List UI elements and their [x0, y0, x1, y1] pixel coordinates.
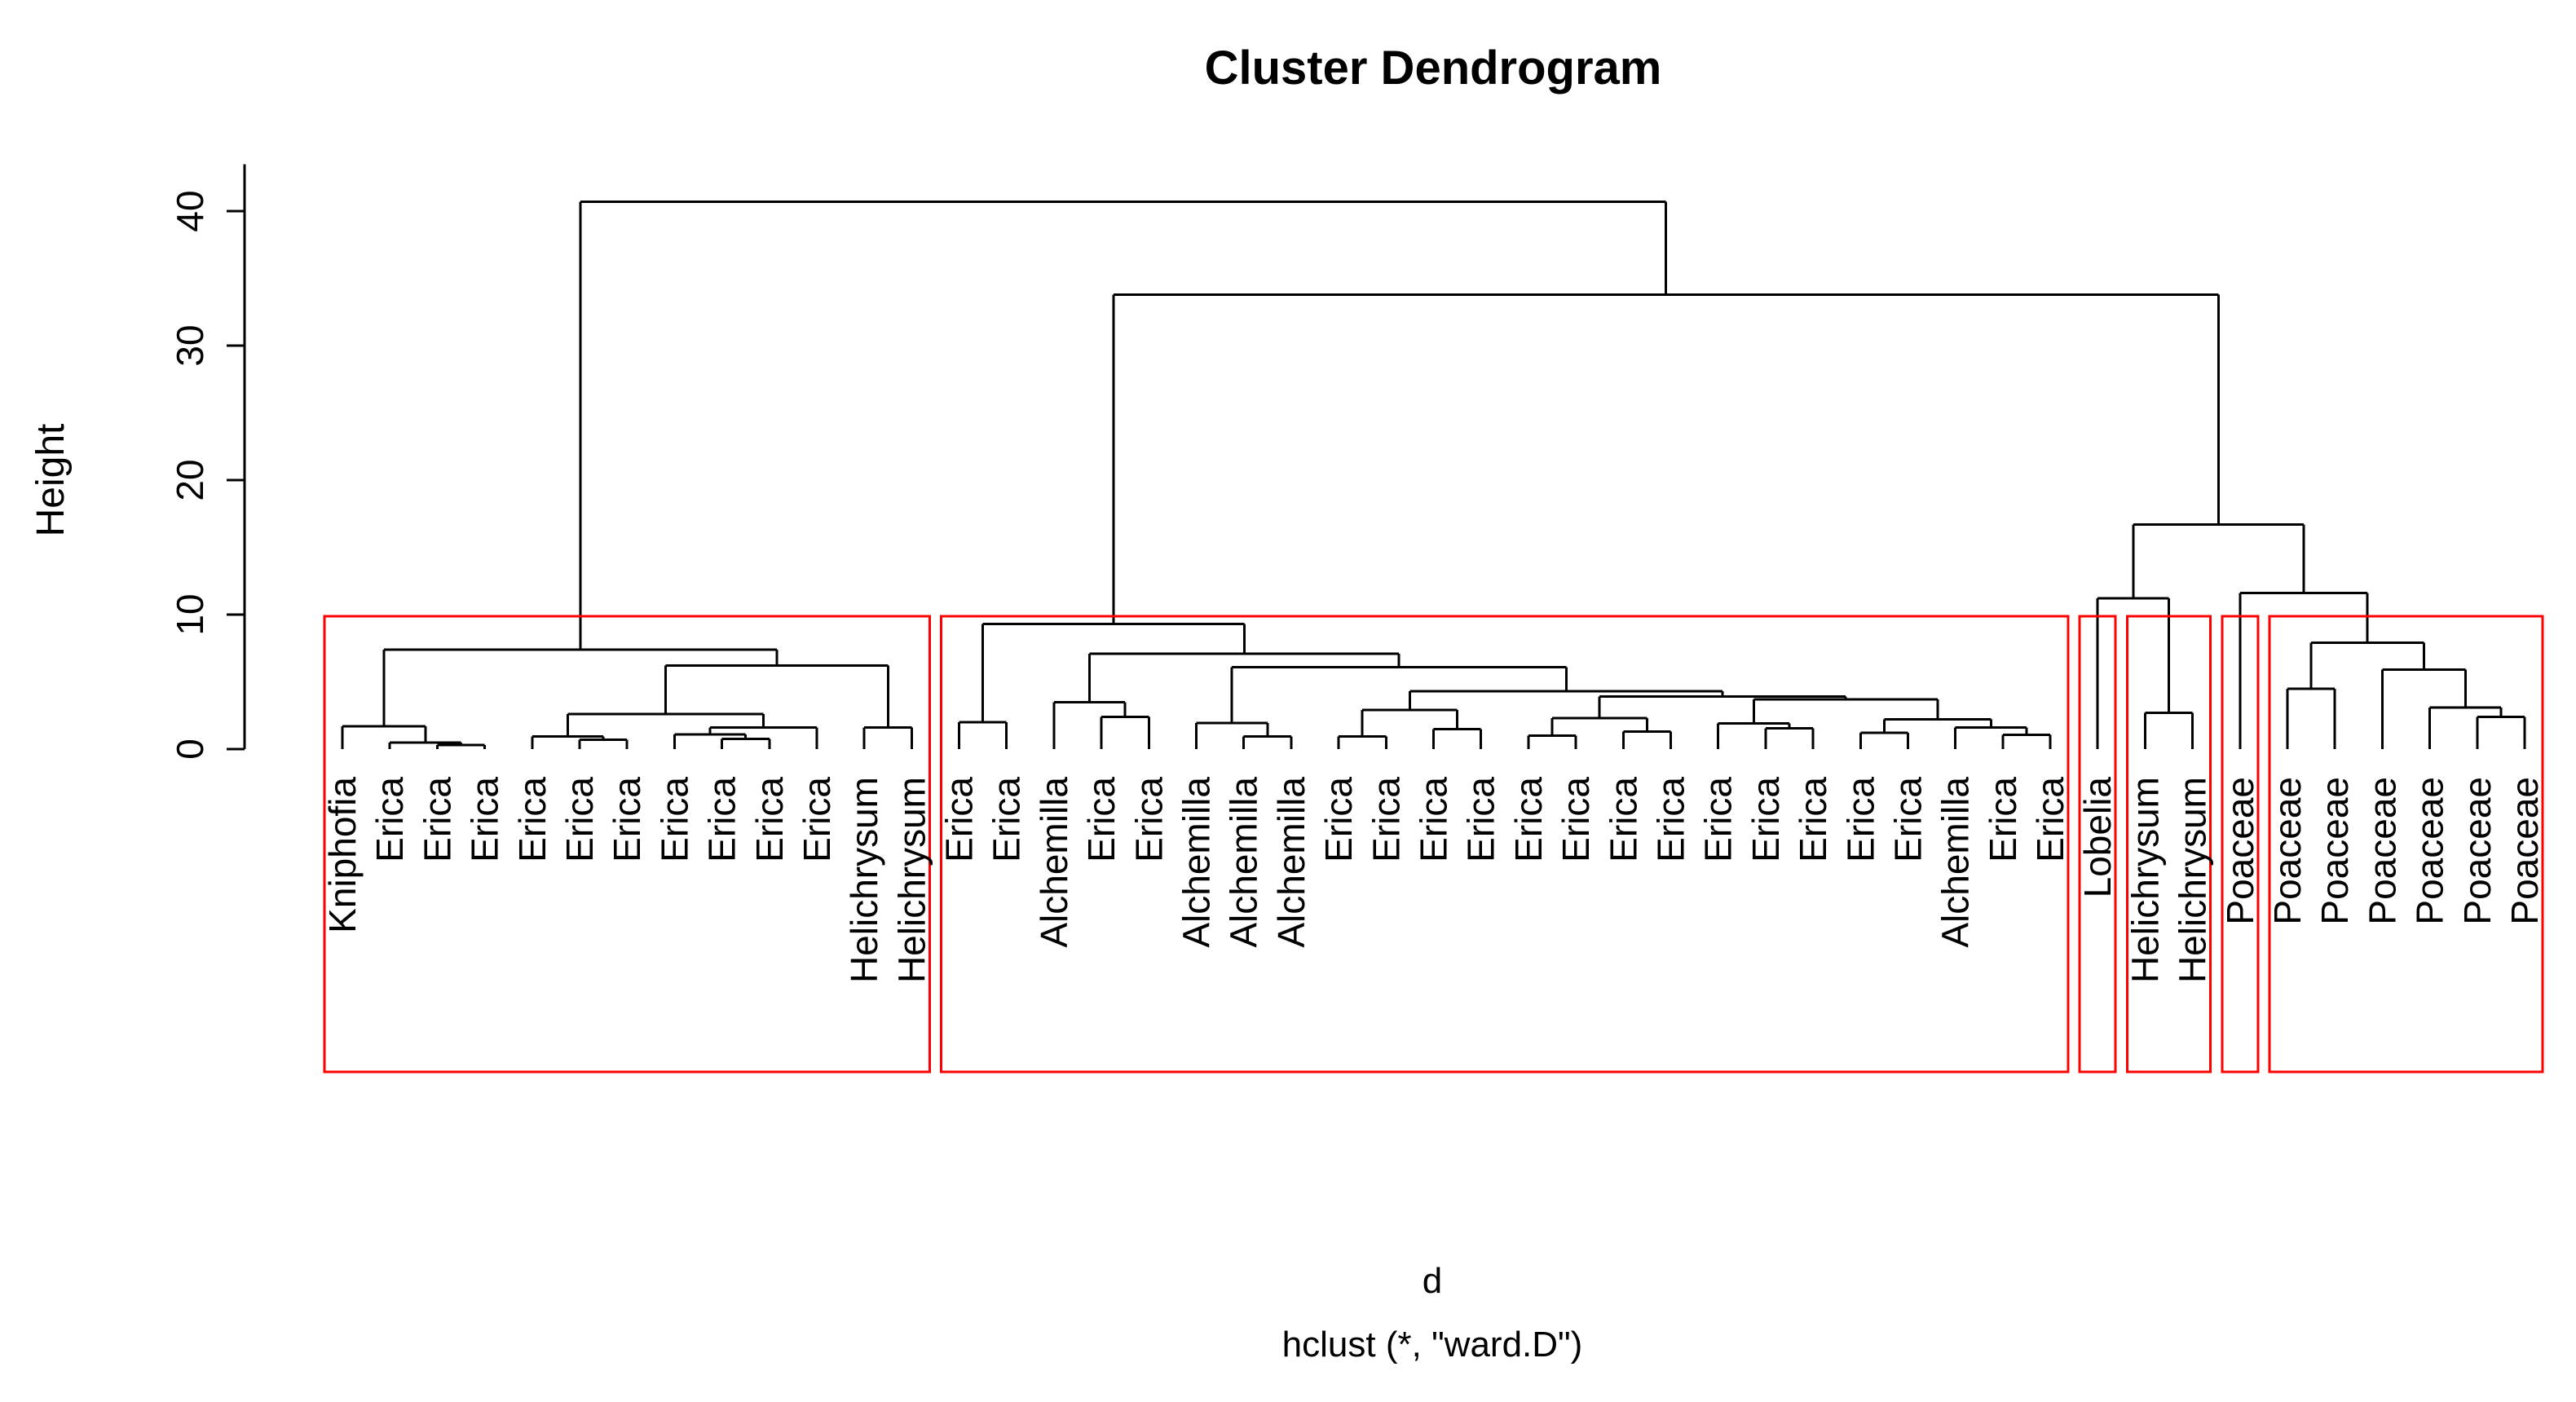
leaf-label: Alchemilla	[1176, 777, 1218, 948]
leaf-label: Poaceae	[2361, 777, 2403, 925]
leaf-label: Erica	[1460, 777, 1502, 862]
leaf-label: Helichrysum	[2172, 777, 2214, 983]
x-axis-caption-data: d	[1423, 1261, 1442, 1301]
leaf-label: Erica	[368, 777, 411, 862]
cluster-box	[2221, 615, 2260, 1074]
leaf-label: Erica	[653, 777, 695, 862]
cluster-box	[940, 615, 2070, 1074]
leaf-label: Erica	[1982, 777, 2024, 862]
leaf-label: Erica	[416, 777, 458, 862]
leaf-label: Poaceae	[2219, 777, 2261, 925]
leaf-label: Poaceae	[2456, 777, 2499, 925]
leaf-label: Erica	[1413, 777, 1455, 862]
leaf-label: Alchemilla	[1934, 777, 1977, 948]
leaf-label: Erica	[1697, 777, 1740, 862]
leaf-label: Alchemilla	[1223, 777, 1265, 948]
leaf-label: Erica	[558, 777, 601, 862]
leaf-label: Erica	[1555, 777, 1597, 862]
cluster-box	[2125, 615, 2212, 1074]
leaf-label: Alchemilla	[1033, 777, 1075, 948]
leaf-label: Erica	[1886, 777, 1929, 862]
leaf-label: Erica	[606, 777, 648, 862]
leaf-label: Helichrysum	[890, 777, 933, 983]
dendrogram-tree	[341, 200, 2526, 749]
leaf-label: Helichrysum	[2124, 777, 2166, 983]
y-axis-tick-label: 30	[169, 324, 211, 366]
leaf-label: Erica	[986, 777, 1028, 862]
leaf-label: Poaceae	[2314, 777, 2356, 925]
leaf-label: Erica	[1602, 777, 1644, 862]
cluster-box	[2078, 615, 2117, 1074]
leaf-label: Erica	[1365, 777, 1407, 862]
leaf-label: Kniphofia	[321, 777, 364, 933]
leaf-label: Poaceae	[2266, 777, 2309, 925]
leaf-label: Erica	[938, 777, 981, 862]
leaf-label: Erica	[1127, 777, 1170, 862]
leaf-label: Erica	[701, 777, 743, 862]
leaf-label: Erica	[748, 777, 791, 862]
y-axis-tick-label: 0	[169, 738, 211, 760]
leaf-label: Erica	[1317, 777, 1360, 862]
y-axis: 0 10 20 30 40	[169, 164, 246, 760]
leaf-label: Erica	[1080, 777, 1123, 862]
leaf-label: Erica	[1745, 777, 1787, 862]
y-axis-label: Height	[29, 424, 73, 537]
leaf-label: Erica	[511, 777, 554, 862]
leaf-label: Erica	[1649, 777, 1692, 862]
leaf-label: Lobelia	[2076, 777, 2119, 898]
cluster-box	[2268, 615, 2544, 1074]
y-axis-tick-label: 20	[169, 459, 211, 500]
cluster-boxes	[323, 615, 2544, 1074]
leaf-label: Erica	[1507, 777, 1550, 862]
leaf-label: Erica	[796, 777, 838, 862]
leaf-label: Erica	[1792, 777, 1834, 862]
y-axis-tick-label: 10	[169, 593, 211, 635]
leaf-label: Erica	[2029, 777, 2071, 862]
y-axis-tick-label: 40	[169, 190, 211, 231]
plot-title: Cluster Dendrogram	[1205, 42, 1662, 95]
leaf-label: Erica	[464, 777, 506, 862]
leaf-label: Poaceae	[2409, 777, 2451, 925]
leaf-label: Erica	[1839, 777, 1881, 862]
leaf-label: Helichrysum	[843, 777, 885, 983]
leaf-label: Poaceae	[2503, 777, 2546, 925]
leaf-labels: Kniphofia Erica Erica Erica Erica Erica Erica E…	[321, 777, 2546, 983]
x-axis-caption-method: hclust (*, "ward.D")	[1282, 1325, 1583, 1365]
leaf-label: Alchemilla	[1270, 777, 1312, 948]
cluster-box	[323, 615, 931, 1074]
